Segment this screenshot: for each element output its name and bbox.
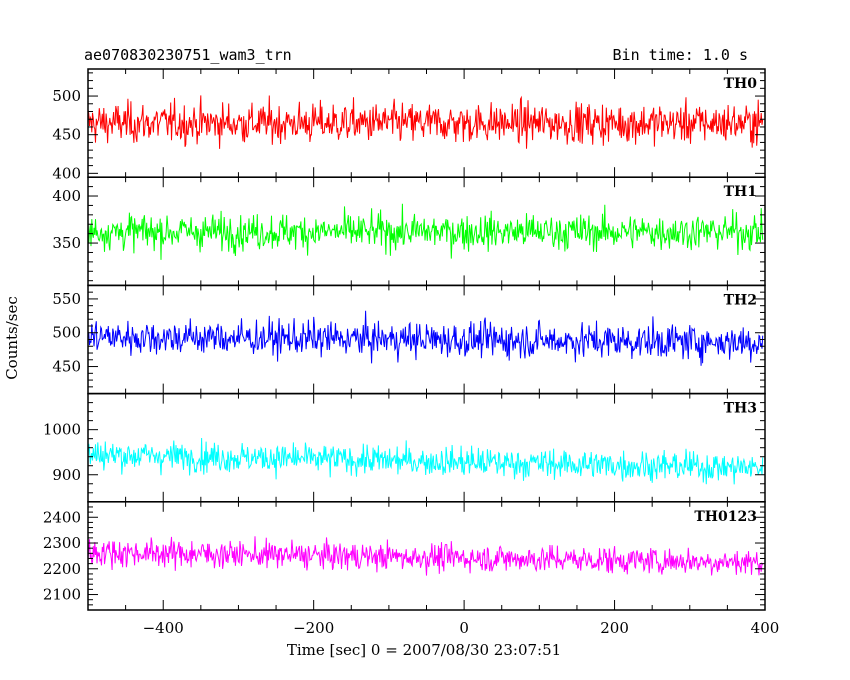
panel-th0: 400 450 500 TH0 bbox=[52, 68, 766, 182]
chart-title: ae070830230751_wam3_trn bbox=[84, 46, 292, 64]
y-tick-label: 350 bbox=[52, 234, 81, 252]
panel-label-th2: TH2 bbox=[724, 292, 757, 308]
x-tick-label: −200 bbox=[293, 619, 334, 637]
y-tick-label: 2300 bbox=[43, 534, 81, 552]
series-line-th0123 bbox=[87, 536, 764, 576]
y-tick-label: 500 bbox=[52, 324, 81, 342]
panel-label-th0123: TH0123 bbox=[694, 509, 757, 525]
y-axis-label: Counts/sec bbox=[3, 296, 21, 380]
y-tick-label: 500 bbox=[52, 87, 81, 105]
x-tick-label: −400 bbox=[143, 619, 184, 637]
y-tick-label: 2200 bbox=[43, 560, 81, 578]
y-tick-label: 1000 bbox=[43, 421, 81, 439]
bin-time-label: Bin time: 1.0 s bbox=[613, 46, 748, 64]
panel-th2: 450 500 550 TH2 bbox=[52, 284, 766, 395]
y-tick-label: 550 bbox=[52, 290, 81, 308]
panels-group: 400 450 500 TH0 350 400 TH1 450 500 550 TH2 900 1000… bbox=[43, 68, 780, 637]
series-line-th3 bbox=[87, 437, 764, 485]
panel-label-th0: TH0 bbox=[724, 76, 758, 92]
y-tick-label: 900 bbox=[52, 466, 81, 484]
x-tick-label: 200 bbox=[600, 619, 629, 637]
panel-th3: 900 1000 TH3 bbox=[43, 392, 766, 503]
panel-th1: 350 400 TH1 bbox=[52, 176, 766, 287]
series-line-th2 bbox=[87, 310, 764, 366]
panel-frame bbox=[87, 392, 766, 503]
y-tick-label: 400 bbox=[52, 187, 81, 205]
y-tick-label: 400 bbox=[52, 164, 81, 182]
y-tick-label: 2100 bbox=[43, 586, 81, 604]
panel-label-th1: TH1 bbox=[724, 184, 757, 200]
x-tick-label: 400 bbox=[751, 619, 780, 637]
y-tick-label: 450 bbox=[52, 126, 81, 144]
panel-th0123: 2100 2200 2300 2400 TH0123 bbox=[43, 501, 766, 611]
series-line-th1 bbox=[87, 203, 764, 260]
y-tick-label: 2400 bbox=[43, 508, 81, 526]
x-tick-label: 0 bbox=[459, 619, 469, 637]
series-line-th0 bbox=[87, 95, 764, 149]
x-axis-label: Time [sec] 0 = 2007/08/30 23:07:51 bbox=[287, 641, 561, 659]
y-tick-label: 450 bbox=[52, 358, 81, 376]
panel-label-th3: TH3 bbox=[724, 401, 757, 417]
